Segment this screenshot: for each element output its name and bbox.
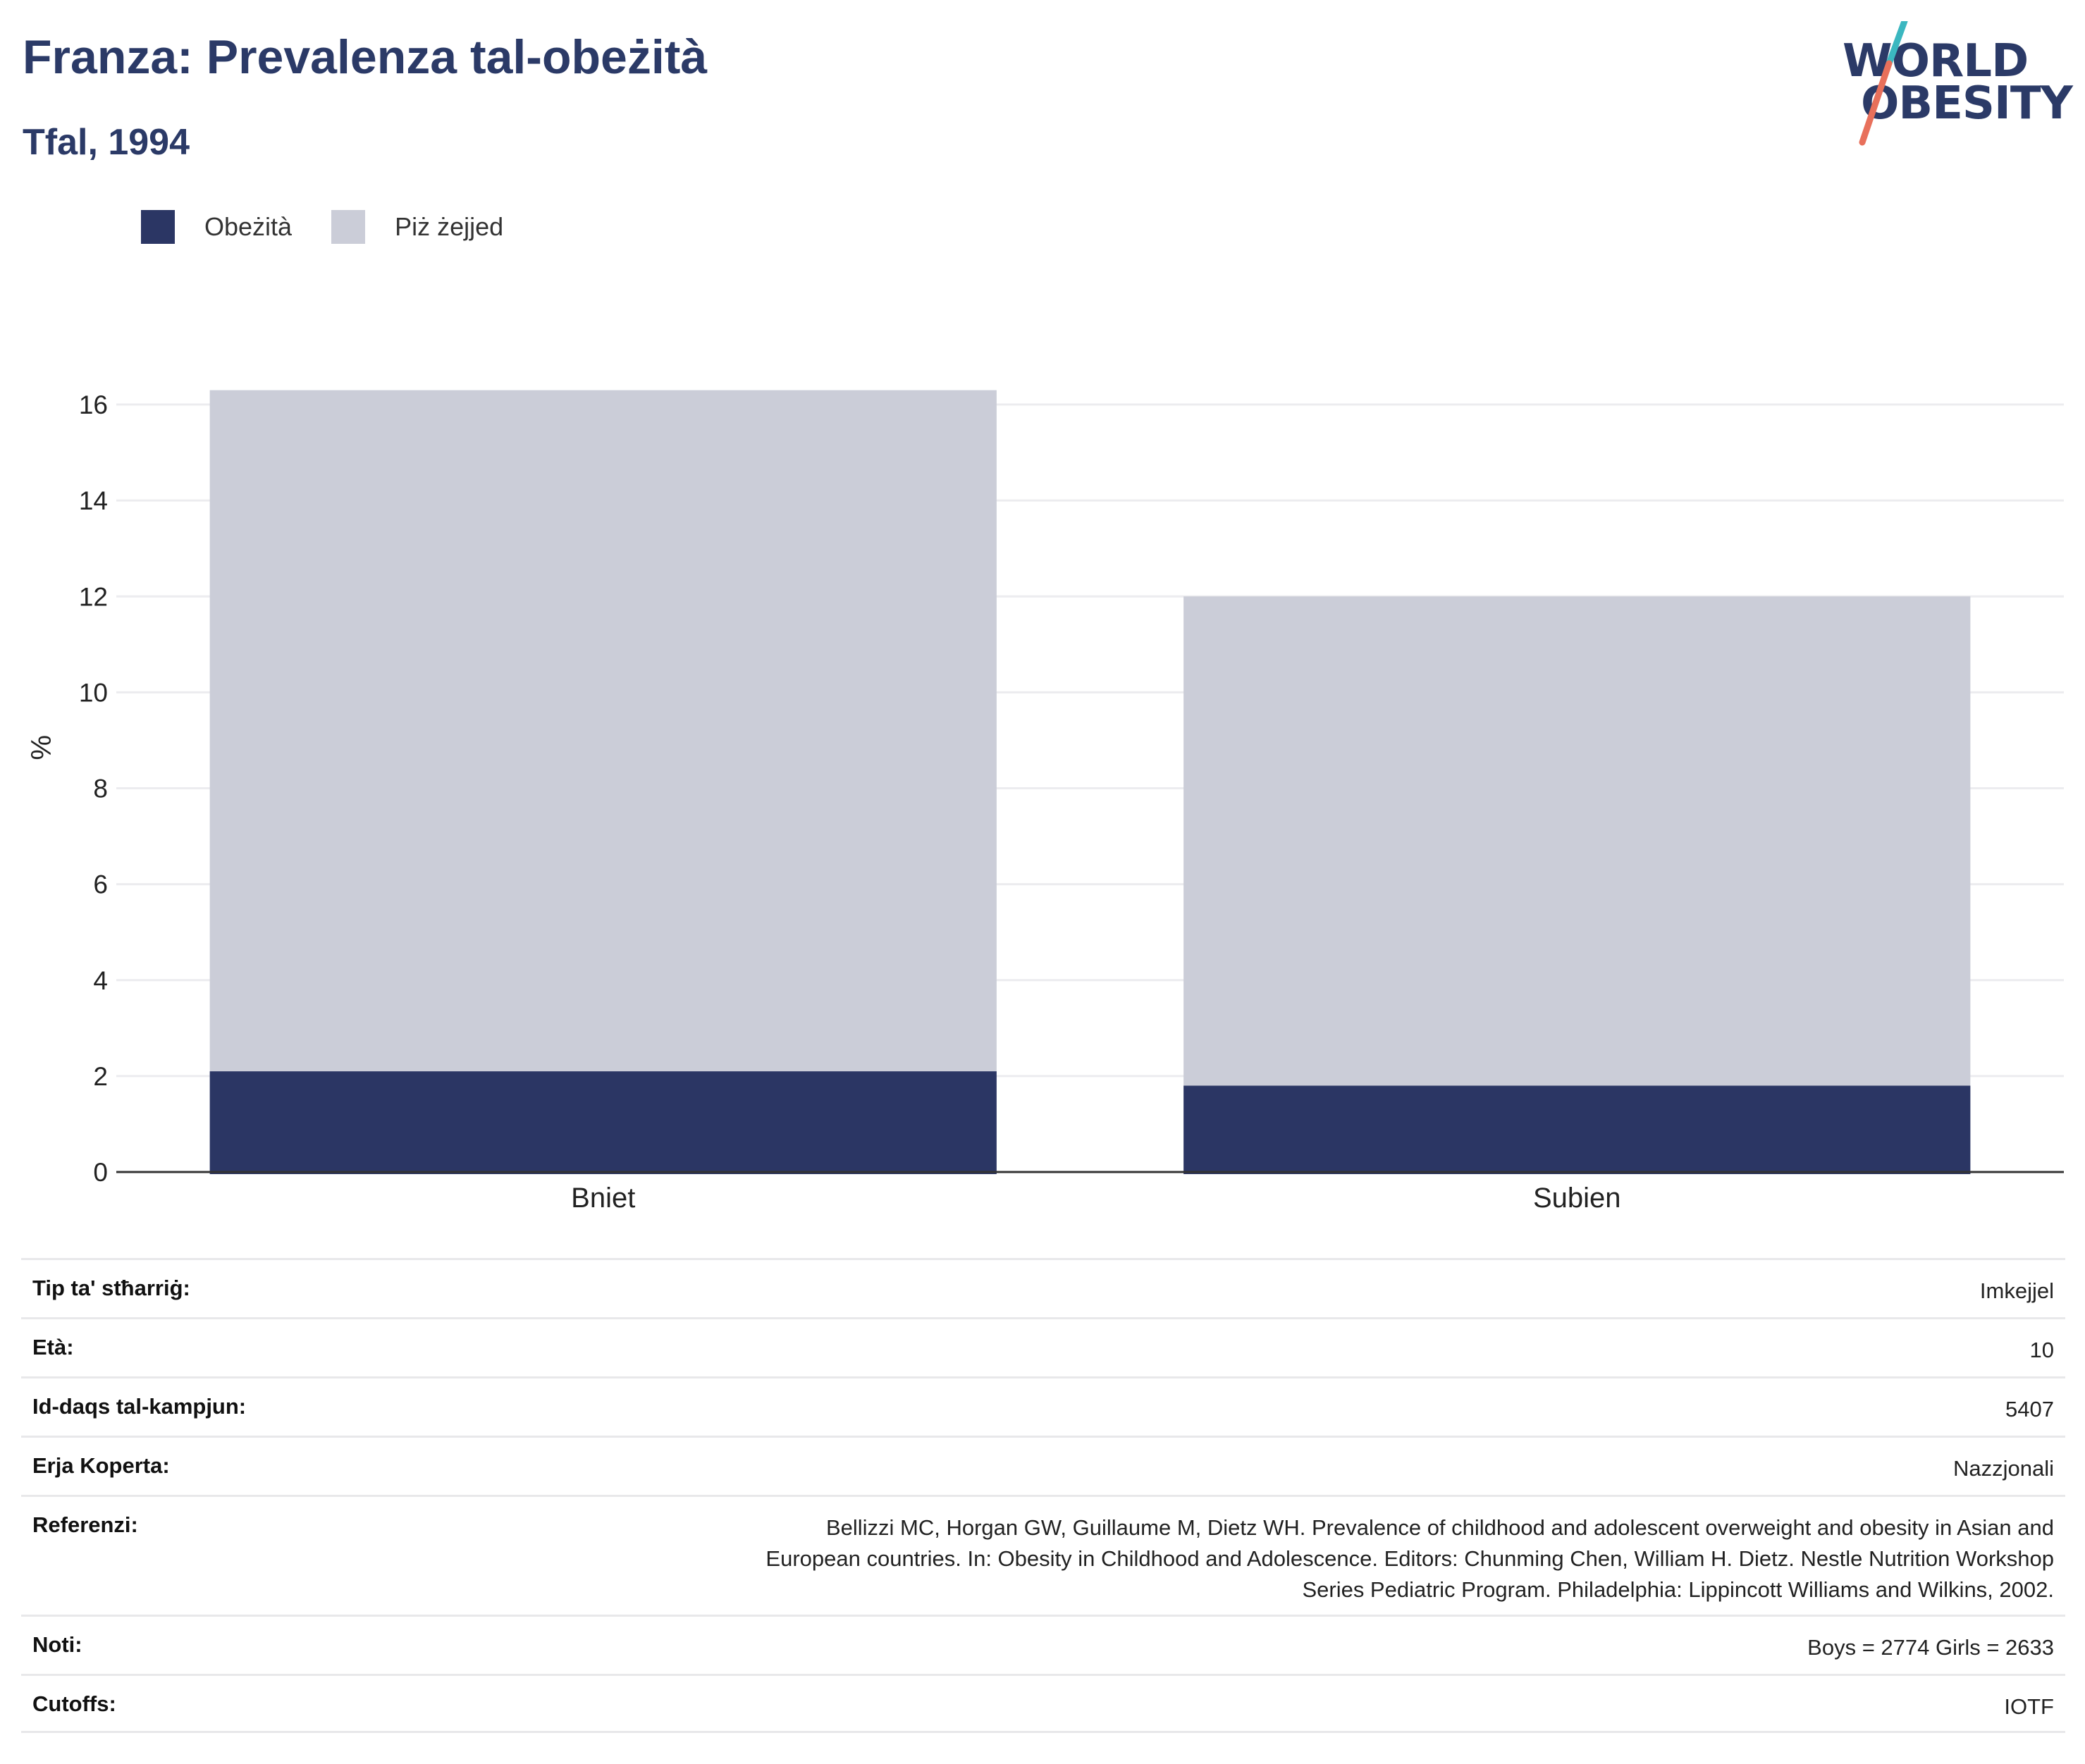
y-axis-label: % (26, 735, 57, 760)
survey-info-table: Tip ta' stħarriġ: Imkejjel Età: 10 Id-daqs t… (21, 1258, 2065, 1733)
info-row: Tip ta' stħarriġ: Imkejjel (21, 1258, 2065, 1317)
bar-segment-obesity (1183, 1085, 1971, 1174)
info-value-line: 5407 (2005, 1397, 2054, 1421)
legend-swatch-overweight (331, 210, 366, 244)
y-tick-label: 16 (79, 390, 108, 419)
y-tick-label: 4 (93, 966, 108, 995)
info-row: Età: 10 (21, 1317, 2065, 1376)
y-tick-label: 2 (93, 1062, 108, 1091)
y-tick-label: 12 (79, 582, 108, 611)
info-value-line: Bellizzi MC, Horgan GW, Guillaume M, Die… (825, 1515, 2054, 1540)
logo-word-obesity: OBESITY (1861, 78, 2073, 130)
y-tick-label: 10 (79, 678, 108, 707)
legend-label-overweight: Piż żejjed (395, 212, 504, 241)
chart-legend: Obeżità Piż żejjed (141, 210, 543, 244)
info-value: 10 (2030, 1335, 2054, 1366)
bar-segment-overweight (1183, 596, 1971, 1086)
info-value-line: European countries. In: Obesity in Child… (765, 1546, 2054, 1571)
info-row: Cutoffs: IOTF (21, 1674, 2065, 1733)
info-label: Referenzi: (32, 1512, 138, 1537)
info-value: Boys = 2774 Girls = 2633 (1807, 1632, 2054, 1663)
info-label: Erja Koperta: (32, 1453, 170, 1478)
info-label: Id-daqs tal-kampjun: (32, 1394, 247, 1419)
x-tick-label: Subien (1533, 1183, 1621, 1214)
info-label: Noti: (32, 1632, 82, 1657)
stacked-bar-chart: 0 2 4 6 8 10 12 14 16% Bniet Subien (26, 390, 2064, 1214)
info-value-line: IOTF (2004, 1694, 2054, 1719)
info-value-line: Nazzjonali (1952, 1456, 2054, 1481)
y-tick-label: 0 (93, 1158, 108, 1187)
info-value: Imkejjel (1980, 1276, 2054, 1307)
y-tick-label: 8 (93, 775, 108, 803)
info-row: Noti: Boys = 2774 Girls = 2633 (21, 1615, 2065, 1674)
info-row: Referenzi: Bellizzi MC, Horgan GW, Guilla… (21, 1495, 2065, 1615)
info-row: Id-daqs tal-kampjun: 5407 (21, 1376, 2065, 1436)
info-value-line: Series Pediatric Program. Philadelphia: … (1302, 1577, 2054, 1602)
world-obesity-logo: WORLD OBESITY (1833, 21, 2073, 148)
chart-title: Franza: Prevalenza tal-obeżità (23, 30, 708, 84)
info-value: Nazzjonali (1953, 1453, 2054, 1484)
info-value: Bellizzi MC, Horgan GW, Guillaume M, Die… (765, 1512, 2054, 1605)
info-value-line: 10 (2029, 1338, 2054, 1362)
info-label: Tip ta' stħarriġ: (32, 1276, 190, 1300)
y-tick-label: 14 (79, 486, 108, 515)
logo-word-world: WORLD (1843, 35, 2029, 87)
info-value-line: Boys = 2774 Girls = 2633 (1807, 1635, 2054, 1660)
info-label: Età: (32, 1335, 74, 1359)
chart-subtitle: Tfal, 1994 (23, 122, 190, 163)
legend-item-overweight[interactable]: Piż żejjed (331, 210, 503, 244)
info-value: 5407 (2005, 1394, 2054, 1425)
bar-segment-obesity (209, 1071, 997, 1174)
bar-segment-overweight (209, 390, 997, 1072)
info-row: Erja Koperta: Nazzjonali (21, 1436, 2065, 1495)
legend-label-obesity: Obeżità (204, 212, 293, 241)
info-label: Cutoffs: (32, 1691, 116, 1716)
y-tick-label: 6 (93, 870, 108, 899)
legend-item-obesity[interactable]: Obeżità (141, 210, 292, 244)
logo-slash-icon (1859, 21, 1908, 146)
x-tick-label: Bniet (571, 1183, 635, 1214)
info-value: IOTF (2004, 1691, 2054, 1722)
info-value-line: Imkejjel (1979, 1278, 2054, 1303)
legend-swatch-obesity (141, 210, 175, 244)
